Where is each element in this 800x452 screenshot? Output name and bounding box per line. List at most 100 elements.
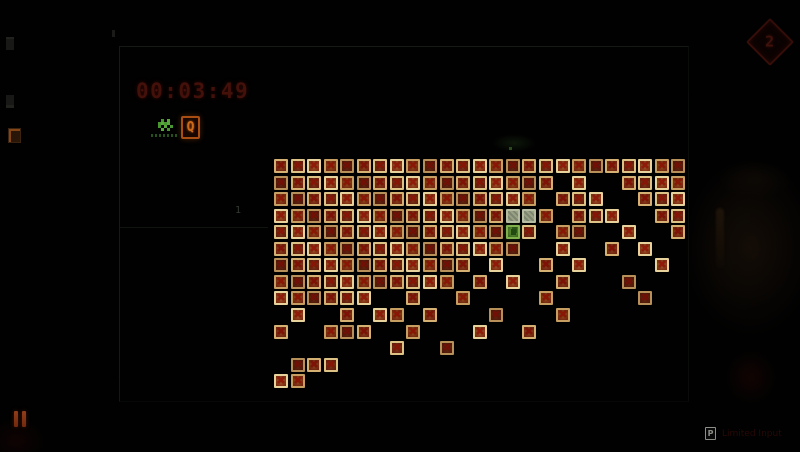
grid-tile-x[interactable]: ✖: [340, 209, 354, 223]
grid-tile-x[interactable]: ✖: [324, 242, 338, 256]
grid-tile-x[interactable]: ✖: [274, 159, 288, 173]
grid-tile-x[interactable]: ✖: [291, 159, 305, 173]
grid-tile-x[interactable]: ✖: [390, 258, 404, 272]
grid-tile-x[interactable]: ✖: [307, 209, 321, 223]
grid-tile-x[interactable]: ✖: [340, 242, 354, 256]
grid-tile-x[interactable]: ✖: [340, 159, 354, 173]
grid-tile-x[interactable]: ✖: [522, 176, 536, 190]
grid-tile-x[interactable]: ✖: [291, 192, 305, 206]
grid-tile-x[interactable]: ✖: [473, 176, 487, 190]
grid-tile-x[interactable]: ✖: [489, 258, 503, 272]
grid-tile-x[interactable]: ✖: [489, 308, 503, 322]
pause-button[interactable]: [14, 411, 30, 428]
grid-tile-x[interactable]: ✖: [274, 275, 288, 289]
grid-tile-x[interactable]: ✖: [406, 192, 420, 206]
grid-tile-x[interactable]: ✖: [456, 225, 470, 239]
grid-tile-x[interactable]: ✖: [274, 325, 288, 339]
grid-tile-x[interactable]: ✖: [572, 225, 586, 239]
grid-tile-x[interactable]: ✖: [506, 192, 520, 206]
grid-tile-x[interactable]: ✖: [340, 275, 354, 289]
grid-tile-x[interactable]: ✖: [423, 258, 437, 272]
grid-tile-x[interactable]: ✖: [340, 325, 354, 339]
grid-tile-x[interactable]: ✖: [622, 275, 636, 289]
grid-tile-x[interactable]: ✖: [506, 176, 520, 190]
grid-tile-x[interactable]: ✖: [357, 159, 371, 173]
grid-tile-x[interactable]: ✖: [423, 308, 437, 322]
grid-tile-x[interactable]: ✖: [324, 258, 338, 272]
grid-tile-x[interactable]: ✖: [655, 176, 669, 190]
grid-tile-x[interactable]: ✖: [357, 225, 371, 239]
grid-tile-x[interactable]: ✖: [357, 291, 371, 305]
grid-tile-x[interactable]: ✖: [622, 225, 636, 239]
grid-tile-x[interactable]: ✖: [406, 325, 420, 339]
grid-tile-x[interactable]: ✖: [556, 242, 570, 256]
grid-tile-x[interactable]: ✖: [274, 242, 288, 256]
grid-tile-x[interactable]: ✖: [655, 209, 669, 223]
grid-tile-x[interactable]: ✖: [307, 159, 321, 173]
grid-tile-x[interactable]: ✖: [456, 258, 470, 272]
grid-tile-x[interactable]: ✖: [406, 159, 420, 173]
grid-tile-x[interactable]: ✖: [357, 275, 371, 289]
queue-badge[interactable]: Q: [181, 116, 200, 139]
grid-tile-x[interactable]: ✖: [605, 159, 619, 173]
grid-tile-x[interactable]: ✖: [373, 258, 387, 272]
grid-tile-x[interactable]: ✖: [423, 192, 437, 206]
grid-tile-x[interactable]: ✖: [522, 225, 536, 239]
grid-tile-x[interactable]: ✖: [274, 176, 288, 190]
grid-tile-x[interactable]: ✖: [324, 176, 338, 190]
grid-tile-x[interactable]: ✖: [307, 192, 321, 206]
grid-tile-x[interactable]: ✖: [373, 225, 387, 239]
grid-tile-x[interactable]: ✖: [340, 192, 354, 206]
grid-tile-x[interactable]: ✖: [489, 159, 503, 173]
grid-tile-x[interactable]: ✖: [473, 242, 487, 256]
grid-tile-x[interactable]: ✖: [373, 159, 387, 173]
sidebar-icon-1[interactable]: [6, 37, 14, 50]
grid-tile-x[interactable]: ✖: [291, 275, 305, 289]
grid-tile-x[interactable]: ✖: [406, 275, 420, 289]
grid-tile-x[interactable]: ✖: [406, 258, 420, 272]
grid-tile-x[interactable]: ✖: [622, 159, 636, 173]
grid-tile-x[interactable]: ✖: [522, 192, 536, 206]
grid-tile-x[interactable]: ✖: [489, 225, 503, 239]
grid-tile-x[interactable]: ✖: [473, 209, 487, 223]
grid-tile-x[interactable]: ✖: [324, 225, 338, 239]
grid-tile-x[interactable]: ✖: [406, 176, 420, 190]
grid-tile-x[interactable]: ✖: [390, 242, 404, 256]
grid-tile-x[interactable]: ✖: [589, 192, 603, 206]
grid-tile-x[interactable]: ✖: [440, 341, 454, 355]
grid-tile-x[interactable]: ✖: [357, 209, 371, 223]
grid-tile-x[interactable]: ✖: [390, 176, 404, 190]
grid-tile-x[interactable]: ✖: [506, 159, 520, 173]
grid-tile-x[interactable]: ✖: [539, 176, 553, 190]
grid-tile-x[interactable]: ✖: [340, 291, 354, 305]
grid-tile-x[interactable]: ✖: [556, 192, 570, 206]
grid-tile-x[interactable]: ✖: [423, 209, 437, 223]
grid-tile-x[interactable]: ✖: [671, 192, 685, 206]
grid-tile-x[interactable]: ✖: [456, 209, 470, 223]
grid-tile-x[interactable]: ✖: [291, 209, 305, 223]
grid-tile-x[interactable]: ✖: [622, 176, 636, 190]
grid-tile-x[interactable]: ✖: [357, 325, 371, 339]
grid-tile-green[interactable]: [506, 225, 520, 239]
sidebar-icon-2[interactable]: [6, 95, 14, 108]
grid-tile-x[interactable]: ✖: [671, 159, 685, 173]
grid-tile-x[interactable]: ✖: [340, 176, 354, 190]
grid-tile-x[interactable]: ✖: [589, 159, 603, 173]
grid-tile-x[interactable]: ✖: [440, 159, 454, 173]
grid-tile-x[interactable]: ✖: [340, 225, 354, 239]
grid-tile-x[interactable]: ✖: [307, 176, 321, 190]
grid-tile-x[interactable]: ✖: [406, 291, 420, 305]
grid-tile-x[interactable]: ✖: [291, 225, 305, 239]
grid-tile-x[interactable]: ✖: [373, 209, 387, 223]
grid-tile-x[interactable]: ✖: [373, 308, 387, 322]
grid-tile-x[interactable]: ✖: [390, 225, 404, 239]
grid-tile-x[interactable]: ✖: [274, 209, 288, 223]
grid-tile-x[interactable]: ✖: [440, 209, 454, 223]
grid-tile-x[interactable]: ✖: [390, 209, 404, 223]
grid-tile-x[interactable]: ✖: [357, 192, 371, 206]
grid-tile-x[interactable]: ✖: [274, 192, 288, 206]
sidebar-chest-icon[interactable]: [8, 128, 21, 143]
grid-tile-x[interactable]: ✖: [291, 374, 305, 388]
grid-tile-x[interactable]: ✖: [406, 242, 420, 256]
grid-tile-x[interactable]: ✖: [473, 225, 487, 239]
